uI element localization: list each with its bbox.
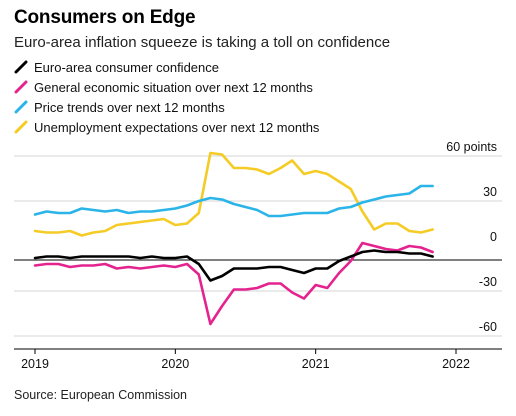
axis-layer: 60 points 30 0 -30 -60 2019 2020 2021 2022 bbox=[14, 140, 502, 371]
legend-item-price-trends: Price trends over next 12 months bbox=[14, 97, 319, 117]
source-note: Source: European Commission bbox=[14, 388, 187, 402]
legend-swatch-price-trends bbox=[14, 100, 28, 114]
y-tick-label: 60 points bbox=[446, 140, 497, 154]
legend-swatch-general-economic-situation bbox=[14, 80, 28, 94]
y-tick-label: 30 bbox=[483, 185, 497, 199]
legend-label-unemployment-expectations: Unemployment expectations over next 12 m… bbox=[34, 119, 320, 135]
legend-item-unemployment-expectations: Unemployment expectations over next 12 m… bbox=[14, 117, 319, 137]
legend-label-consumer-confidence: Euro-area consumer confidence bbox=[34, 59, 219, 75]
series-layer bbox=[33, 151, 434, 326]
series-line-price-trends bbox=[33, 184, 434, 218]
x-tick-label: 2021 bbox=[302, 357, 330, 371]
series-line-unemployment-expectations bbox=[33, 151, 434, 237]
legend-label-general-economic-situation: General economic situation over next 12 … bbox=[34, 79, 313, 95]
series-line-general-economic-situation bbox=[33, 241, 434, 326]
grid-layer bbox=[14, 155, 502, 337]
chart-title: Consumers on Edge bbox=[14, 7, 196, 28]
x-tick-label: 2020 bbox=[161, 357, 189, 371]
y-tick-label: 0 bbox=[490, 230, 497, 244]
x-tick-label: 2022 bbox=[442, 357, 470, 371]
legend-swatch-unemployment-expectations bbox=[14, 120, 28, 134]
legend-item-general-economic-situation: General economic situation over next 12 … bbox=[14, 77, 319, 97]
y-tick-label: -60 bbox=[479, 320, 497, 334]
x-tick-label: 2019 bbox=[21, 357, 49, 371]
legend-item-consumer-confidence: Euro-area consumer confidence bbox=[14, 57, 319, 77]
series-line-consumer-confidence bbox=[33, 249, 434, 282]
legend: Euro-area consumer confidence General ec… bbox=[14, 57, 319, 137]
legend-label-price-trends: Price trends over next 12 months bbox=[34, 99, 225, 115]
y-tick-label: -30 bbox=[479, 275, 497, 289]
chart-subtitle: Euro-area inflation squeeze is taking a … bbox=[14, 34, 391, 51]
legend-swatch-consumer-confidence bbox=[14, 60, 28, 74]
